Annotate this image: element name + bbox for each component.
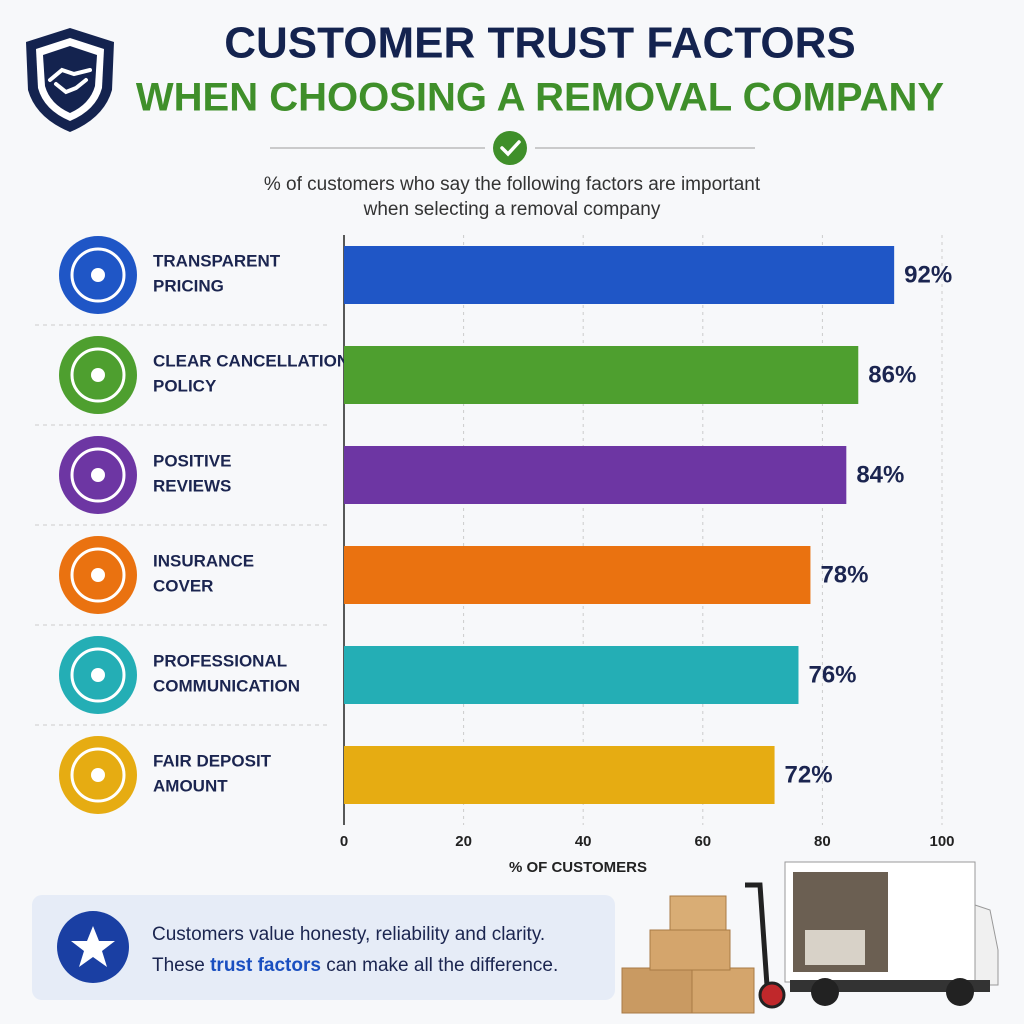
moving-illustration xyxy=(621,861,999,1014)
footer-text: Customers value honesty, reliability and… xyxy=(152,924,545,945)
icon-inner xyxy=(70,647,126,703)
category-label: INSURANCE COVER xyxy=(153,552,254,596)
category-label: CLEAR CANCELLATION POLICY xyxy=(153,352,349,396)
value-label: 76% xyxy=(808,661,856,688)
icon-dot xyxy=(91,468,105,482)
category-label: POSITIVE REVIEWS xyxy=(153,452,231,496)
x-tick-label: 0 xyxy=(340,833,348,850)
value-label: 86% xyxy=(868,361,916,388)
icon-dot xyxy=(91,668,105,682)
icon-inner xyxy=(70,347,126,403)
title: CUSTOMER TRUST FACTORS xyxy=(224,19,856,68)
category-icon xyxy=(59,336,137,414)
bar xyxy=(344,346,859,404)
icon-dot xyxy=(91,268,105,282)
icon-inner xyxy=(70,247,126,303)
icon-dot xyxy=(91,568,105,582)
footer-text-part: Customers value honesty, reliability and… xyxy=(152,924,545,945)
icon-dot xyxy=(91,768,105,782)
footer-box xyxy=(32,895,615,1000)
title: WHEN CHOOSING A REMOVAL COMPANY xyxy=(136,76,944,120)
icon-inner xyxy=(70,747,126,803)
category-icon xyxy=(59,436,137,514)
category-icon xyxy=(59,536,137,614)
shield-logo xyxy=(26,28,114,132)
x-tick-label: 100 xyxy=(929,833,954,850)
bar xyxy=(344,646,799,704)
check-icon xyxy=(493,131,527,165)
x-tick-label: 80 xyxy=(814,833,831,850)
footer-text-part: can make all the difference. xyxy=(321,955,558,976)
x-tick-label: 60 xyxy=(694,833,711,850)
category-icon xyxy=(59,636,137,714)
category-label: TRANSPARENT PRICING xyxy=(153,252,281,296)
bar xyxy=(344,246,895,304)
value-label: 78% xyxy=(820,561,868,588)
footer-text: These trust factors can make all the dif… xyxy=(152,955,558,976)
category-label: FAIR DEPOSIT AMOUNT xyxy=(153,752,272,796)
subtitle: when selecting a removal company xyxy=(363,199,661,220)
bar xyxy=(344,446,847,504)
icon-inner xyxy=(70,447,126,503)
category-label: PROFESSIONAL COMMUNICATION xyxy=(153,652,300,696)
value-label: 72% xyxy=(785,761,833,788)
x-axis-label: % OF CUSTOMERS xyxy=(509,859,647,876)
category-icon xyxy=(59,236,137,314)
bar xyxy=(344,546,811,604)
subtitle: % of customers who say the following fac… xyxy=(264,174,761,195)
footer-text-part: These xyxy=(152,955,210,976)
value-label: 92% xyxy=(904,261,952,288)
x-tick-label: 40 xyxy=(575,833,592,850)
value-label: 84% xyxy=(856,461,904,488)
icon-dot xyxy=(91,368,105,382)
bar xyxy=(344,746,775,804)
footer-text-part: trust factors xyxy=(210,955,321,976)
icon-inner xyxy=(70,547,126,603)
x-tick-label: 20 xyxy=(455,833,472,850)
star-icon xyxy=(57,911,129,983)
category-icon xyxy=(59,736,137,814)
